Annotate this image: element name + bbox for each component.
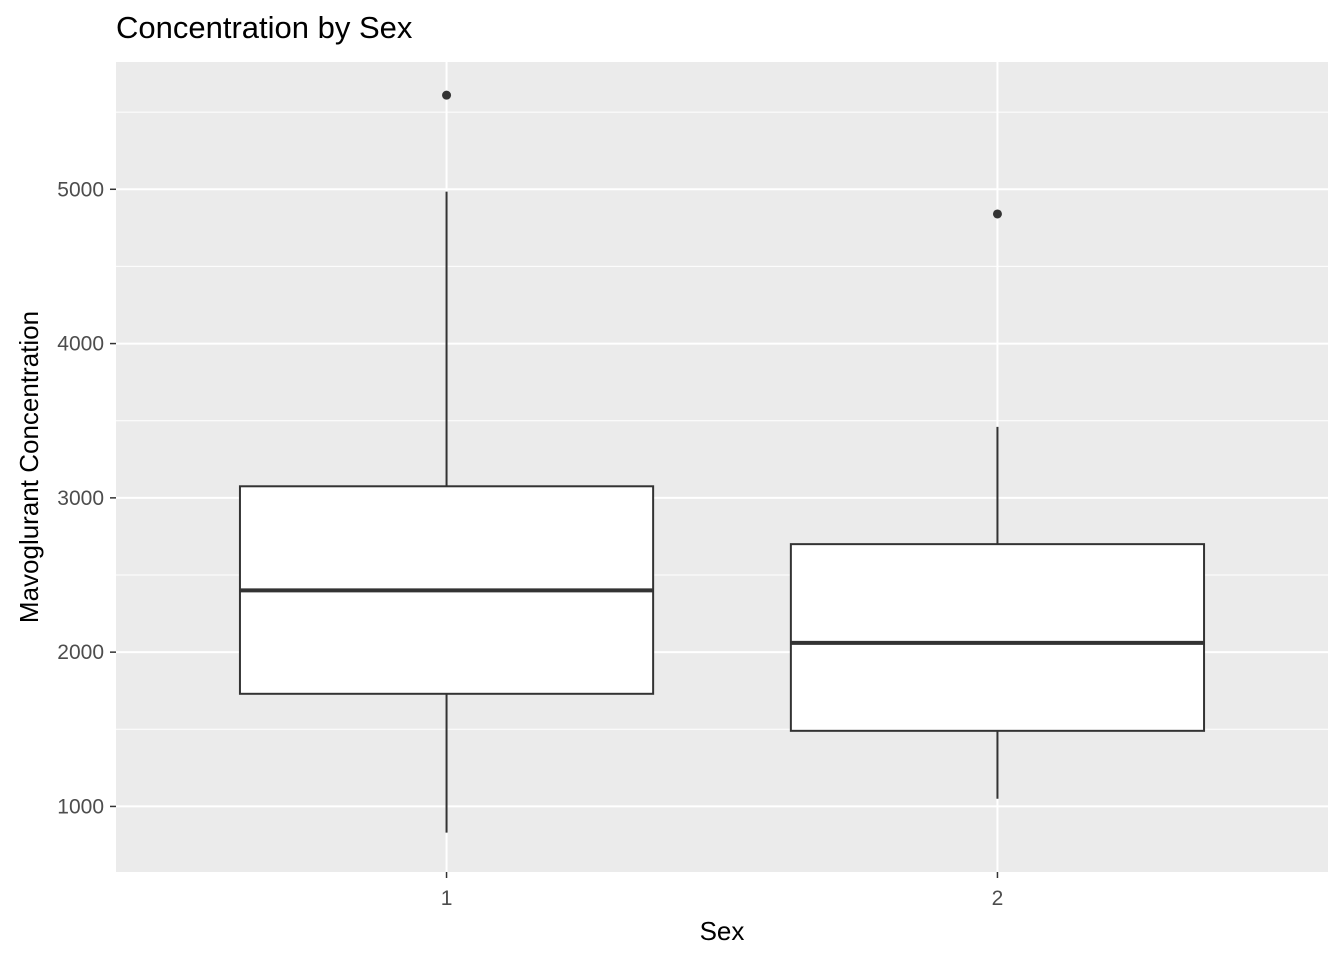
outlier-point [442, 90, 452, 100]
outlier-point [992, 209, 1002, 219]
x-axis-title: Sex [700, 916, 745, 946]
y-tick-label: 5000 [57, 178, 104, 201]
y-tick-label: 2000 [57, 641, 104, 664]
iqr-box [789, 543, 1206, 732]
chart-title: Concentration by Sex [116, 10, 413, 45]
boxes [238, 90, 1206, 833]
x-tick-label: 2 [992, 887, 1004, 910]
y-tick-label: 1000 [57, 795, 104, 818]
plot-panel [116, 62, 1328, 872]
y-axis-title: Mavoglurant Concentration [14, 311, 44, 623]
y-tick-label: 4000 [57, 333, 104, 356]
box-category-1 [238, 90, 655, 833]
y-axis-ticks: 1000 2000 3000 4000 5000 [57, 178, 116, 818]
y-tick-label: 3000 [57, 487, 104, 510]
x-tick-label: 1 [441, 887, 453, 910]
box-category-2 [789, 209, 1206, 799]
